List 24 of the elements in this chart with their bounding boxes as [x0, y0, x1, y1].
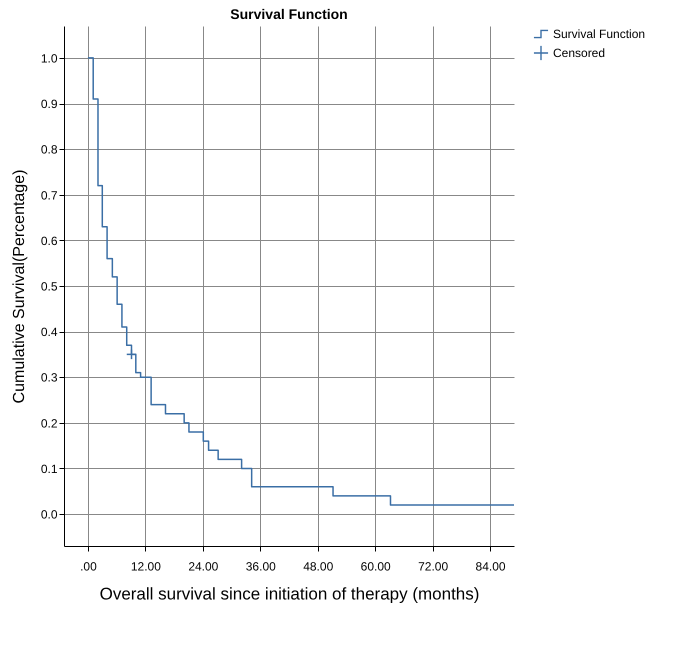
x-axis-title: Overall survival since initiation of therapy (months)	[100, 584, 480, 604]
x-tick-label: 24.00	[188, 560, 219, 574]
legend-label: Survival Function	[553, 27, 646, 41]
y-tick-label: 0.6	[40, 234, 58, 248]
y-tick-label: 0.2	[40, 416, 58, 430]
x-tick-label: .00	[80, 560, 98, 574]
y-tick-label: 0.7	[40, 188, 58, 202]
x-tick-label: 36.00	[246, 560, 276, 574]
y-tick-label: 0.8	[40, 142, 58, 157]
y-tick-label: 0.5	[40, 280, 58, 294]
y-tick-label: 1.0	[40, 51, 58, 66]
x-tick-label: 48.00	[303, 560, 334, 574]
y-tick-label: 0.1	[40, 462, 58, 476]
y-tick-label: 0.9	[40, 97, 58, 112]
x-tick-label: 60.00	[360, 560, 392, 574]
y-tick-label: 0.0	[40, 508, 58, 522]
x-tick-label: 84.00	[476, 560, 506, 574]
legend-label: Censored	[553, 46, 606, 60]
y-tick-label: 0.4	[40, 325, 58, 340]
y-axis-title: Cumulative Survival(Percentage)	[10, 170, 28, 404]
x-tick-label: 12.00	[130, 560, 162, 574]
chart-title: Survival Function	[230, 6, 348, 22]
x-tick-label: 72.00	[418, 560, 448, 574]
y-tick-label: 0.3	[40, 370, 58, 385]
